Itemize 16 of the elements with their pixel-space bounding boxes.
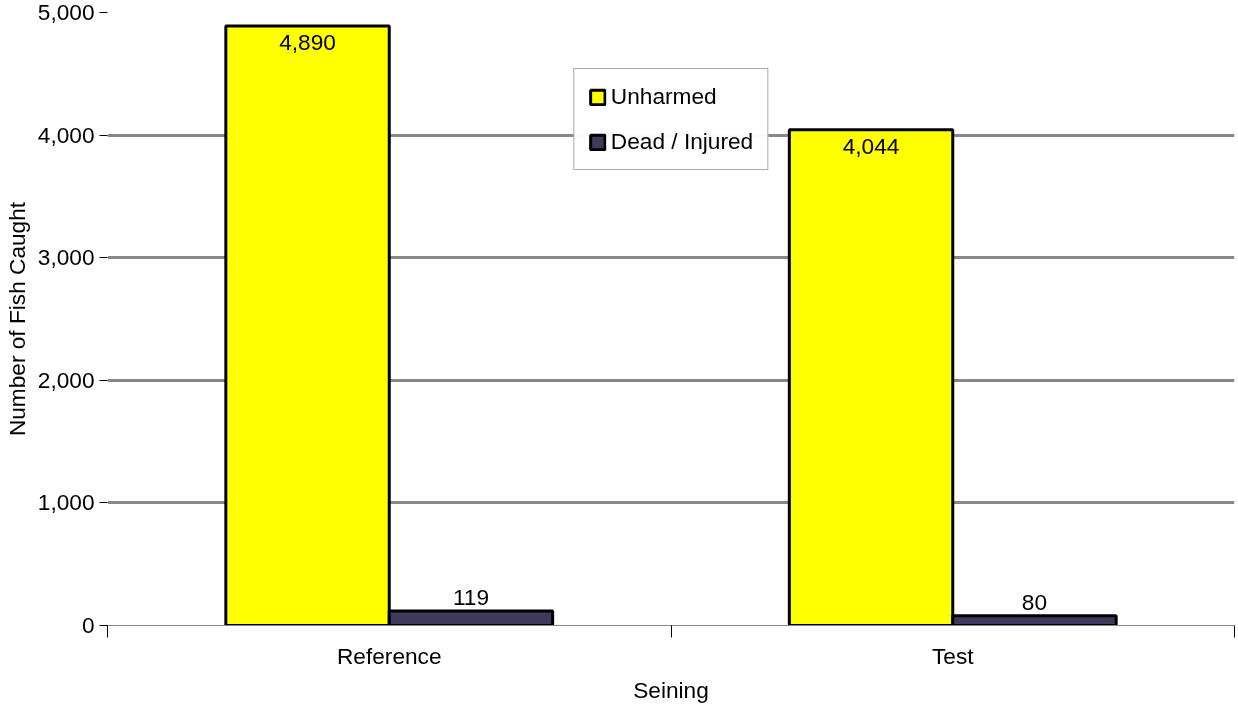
- legend-label: Dead / Injured: [610, 128, 754, 155]
- legend-label: Unharmed: [610, 83, 717, 110]
- y-tick-label: 5,000: [37, 0, 95, 25]
- x-tick-label: Reference: [336, 642, 442, 669]
- data-label: 119: [452, 583, 490, 610]
- y-tick-label: 0: [81, 612, 95, 638]
- data-label: 4,890: [279, 29, 336, 56]
- y-tick-label: 2,000: [37, 366, 95, 393]
- x-axis-title: Seining: [633, 676, 709, 703]
- y-tick-label: 1,000: [37, 489, 95, 516]
- x-tick-label: Test: [931, 642, 975, 669]
- y-axis-title: Number of Fish Caught: [3, 201, 30, 437]
- data-label: 4,044: [842, 132, 900, 159]
- y-tick-label: 4,000: [37, 121, 95, 148]
- y-tick-label: 3,000: [37, 244, 95, 271]
- data-label: 80: [1021, 588, 1048, 615]
